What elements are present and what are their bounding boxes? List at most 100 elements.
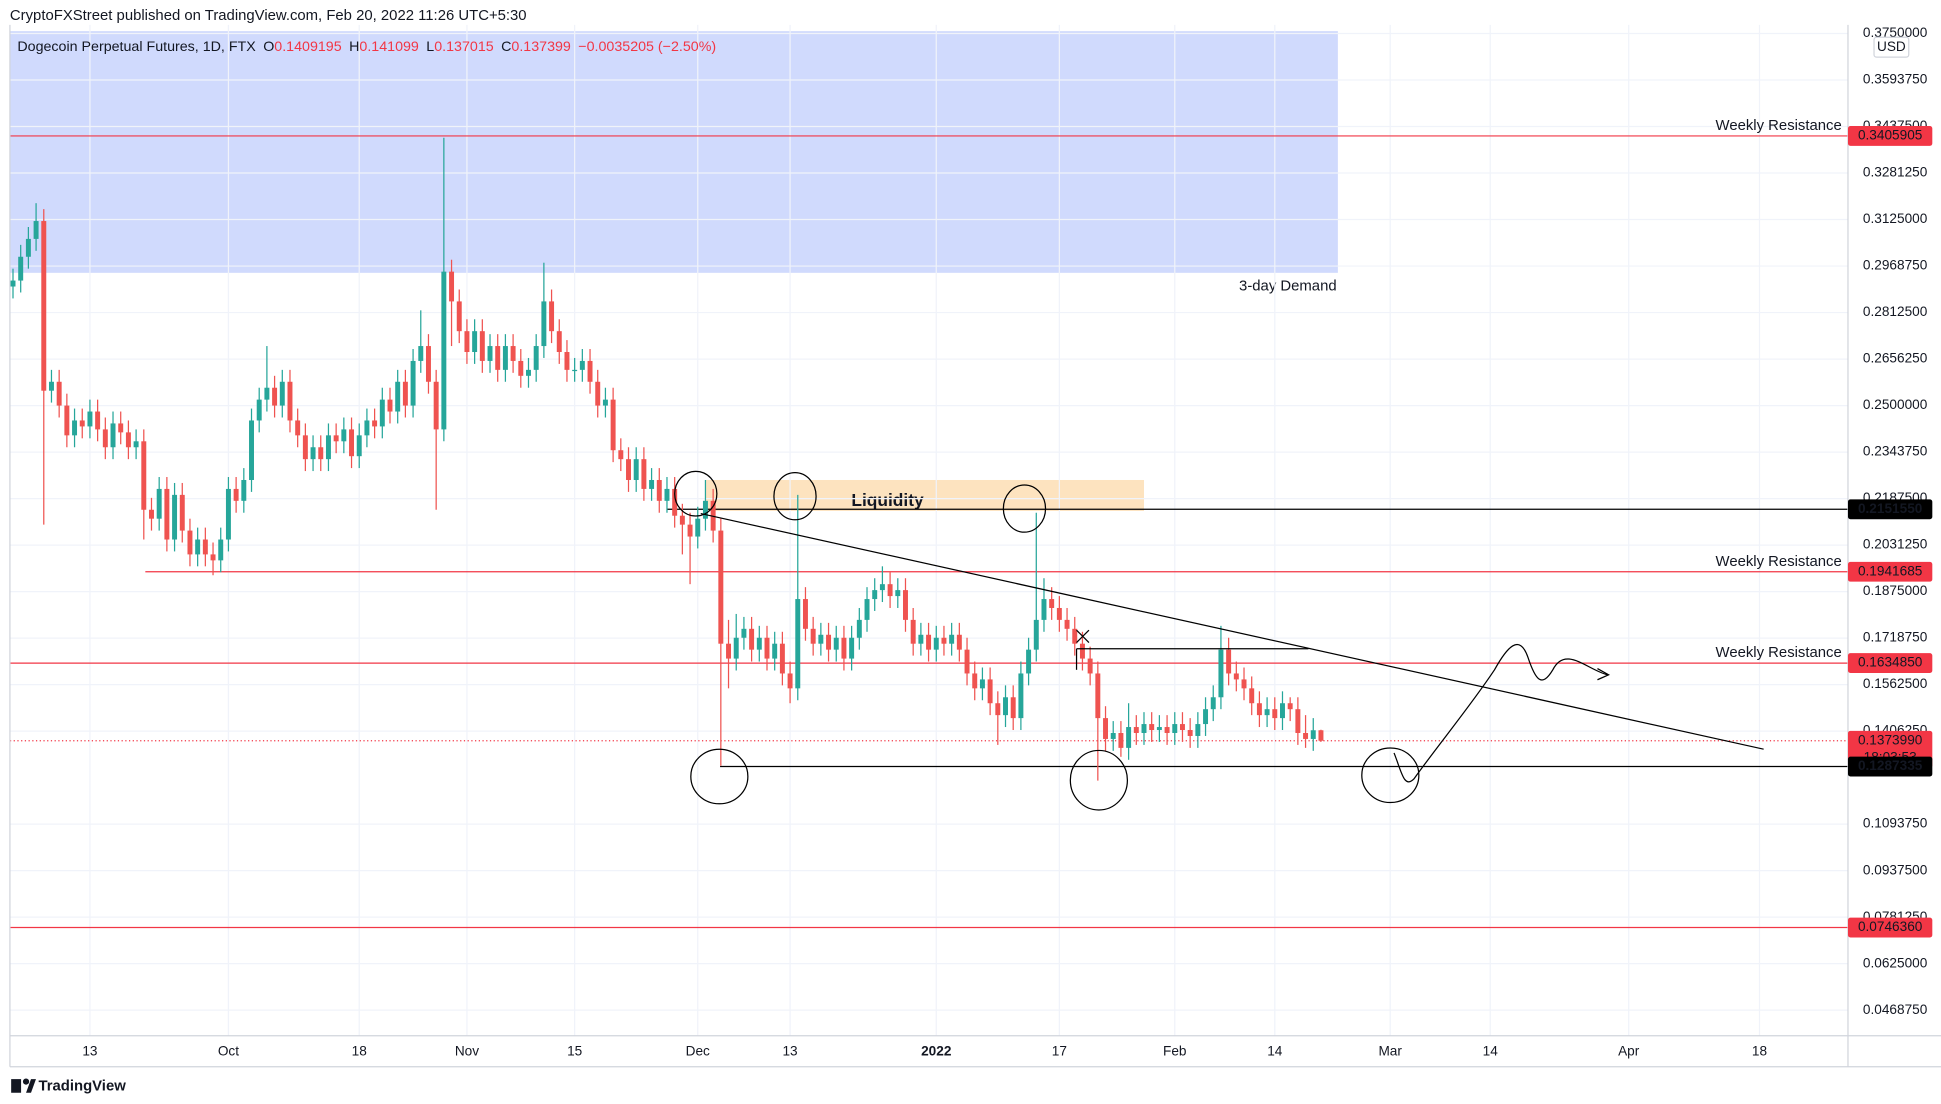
candle-body [587,360,593,382]
candle-body [1310,730,1316,739]
candle-body [241,479,247,501]
candle-body [502,346,508,370]
header: CryptoFXStreet published on TradingView.… [10,8,527,24]
candle-body [749,628,755,650]
candle-body [1233,673,1239,680]
candle-body [1033,619,1039,650]
candle-body [1072,628,1078,644]
candle-body [533,346,539,370]
candle-body [187,530,193,555]
candle-body [564,352,570,370]
price-tag-label: 0.3405905 [1858,128,1922,143]
candle-body [379,399,385,427]
legend-change: −0.0035205 (−2.50%) [578,39,716,55]
candle-body [1049,599,1055,608]
candle-body [1264,709,1270,716]
price-tag [1847,126,1933,146]
y-tick-label: 0.0937500 [1863,862,1928,877]
candle-body [487,346,493,361]
zone [9,31,1338,273]
candle-body [479,331,485,361]
candle-body [810,628,816,644]
brand: TradingView [38,1078,126,1094]
price-tag-label: 0.1634850 [1858,655,1923,670]
candle-body [310,447,316,460]
y-tick-label: 0.1718750 [1863,630,1928,645]
arrow-head [1597,668,1610,681]
candle-body [1241,679,1247,689]
circle [690,748,749,805]
logo-part [22,1078,30,1085]
price-tag [1847,756,1933,777]
candle-body [1126,727,1132,748]
candle-body [233,488,239,501]
candle-body [787,673,793,689]
candle-body [572,369,578,372]
x-tick-label: 13 [82,1043,97,1058]
legend-label: H [349,39,359,55]
zone-label: 3-day Demand [1239,278,1337,294]
x-tick-label: 2022 [921,1043,952,1058]
candle-body [964,649,970,674]
candle-body [33,221,39,239]
candle-body [849,637,855,659]
candle-body [510,346,516,361]
candle-body [495,346,501,370]
y-tick-label: 0.2968750 [1863,258,1928,273]
candle-body [672,488,678,516]
candle-body [449,271,455,302]
candle-body [526,369,531,376]
candle-body [579,360,585,370]
candle-body [779,643,785,674]
level-label: Weekly Resistance [1716,554,1842,570]
candle-body [133,441,139,448]
x-tick-label: 13 [782,1043,797,1058]
candle-body [1087,658,1093,674]
x-tick-label: Oct [218,1043,239,1058]
candle-body [772,643,778,659]
candle-body [341,429,347,442]
price-tag-label: 0.2151550 [1858,501,1923,516]
candle-body [1195,724,1201,736]
candle-body [372,420,378,427]
y-tick-label: 0.2343750 [1863,444,1928,459]
x-tick-label: 14 [1483,1043,1499,1058]
candle-body [633,459,639,480]
candle-body [1010,697,1016,719]
candle-body [841,637,847,659]
candle-body [1103,718,1109,739]
candle-body [95,411,101,430]
candle-body [418,346,424,361]
candle-body [595,381,601,406]
candle-body [272,387,278,406]
candle-body [987,679,993,704]
candle-body [1156,727,1162,731]
candle-body [656,479,662,501]
candle-body [818,634,824,644]
candle-body [141,441,147,510]
candle-body [1026,649,1032,674]
y-tick-label: 0.3593750 [1863,72,1928,87]
zones: 3-day Demand Liquidity [9,31,1338,511]
currency-box [1873,36,1910,58]
candle-body [1256,703,1262,716]
candle-body [210,554,216,561]
candle-body [1226,649,1232,674]
candle-body [910,619,916,644]
price-tag-label: 0.1941685 [1858,563,1922,578]
candle-body [48,381,54,391]
candle-body [733,637,739,659]
candle-body [1172,724,1178,733]
candle-body [318,447,324,460]
y-tick-label: 0.0468750 [1863,1002,1928,1017]
candle-body [356,435,362,457]
price-tags: 0.3405905 0.2151550 0.1941685 0.1634850 0.13… [1847,126,1933,938]
candle-body [287,381,293,421]
candle-body [826,634,832,650]
candle-body [1133,727,1139,733]
candle-body [110,423,116,448]
candle-body [325,435,331,460]
y-tick-label: 0.1562500 [1863,676,1928,691]
candle-body [149,509,154,519]
candle-body [295,420,301,436]
